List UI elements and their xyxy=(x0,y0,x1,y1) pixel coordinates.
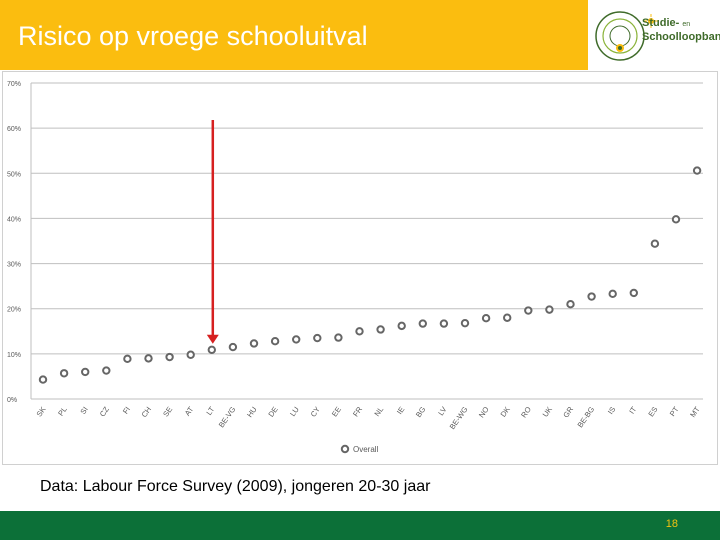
logo xyxy=(588,0,720,70)
x-tick-label: SE xyxy=(161,405,174,418)
data-point xyxy=(376,325,385,334)
data-point xyxy=(355,327,364,336)
data-point xyxy=(460,318,470,328)
x-tick-label: RO xyxy=(519,405,533,420)
x-tick-label: NO xyxy=(477,405,491,420)
data-point xyxy=(59,369,69,378)
x-tick-label: DE xyxy=(266,405,279,419)
data-point xyxy=(566,300,575,309)
data-point xyxy=(418,319,427,328)
data-point xyxy=(481,313,491,323)
x-tick-label: BE-VG xyxy=(217,405,238,429)
x-tick-label: SI xyxy=(78,405,89,416)
data-point xyxy=(123,354,132,364)
x-tick-label: IS xyxy=(606,405,617,416)
data-point xyxy=(587,292,596,301)
chart-frame: 0% 10% 20% 30% 40% 50% 60% 70% SK PL SI CZ FI CH SE AT L… xyxy=(2,71,718,465)
sun-icon xyxy=(644,14,658,28)
logo-line1-main: Studie- xyxy=(642,17,680,29)
data-point xyxy=(270,337,280,346)
slide-title: Risico op vroege schooluitval xyxy=(18,21,368,51)
x-tick-label: FI xyxy=(121,405,132,416)
source-note: Data: Labour Force Survey (2009), jonger… xyxy=(40,478,431,495)
data-point xyxy=(650,239,660,248)
title-bar: Risico op vroege schooluitval xyxy=(0,0,588,70)
data-point xyxy=(38,375,48,384)
x-tick-label: HU xyxy=(245,405,259,419)
scatter-chart: 0% 10% 20% 30% 40% 50% 60% 70% SK PL SI CZ FI CH SE AT L… xyxy=(7,81,703,454)
x-tick-label: MT xyxy=(688,405,702,419)
logo-emblem-icon xyxy=(595,11,645,61)
data-point xyxy=(81,367,90,377)
x-tick-label: GR xyxy=(561,405,575,420)
y-tick-label: 10% xyxy=(7,352,21,359)
data-point xyxy=(629,288,638,298)
y-tick-label: 40% xyxy=(7,216,21,223)
x-tick-label: CY xyxy=(309,405,322,419)
data-point xyxy=(313,333,322,343)
x-tick-label: CH xyxy=(140,405,154,419)
y-tick-label: 60% xyxy=(7,126,21,133)
data-point xyxy=(228,342,238,352)
data-point xyxy=(692,166,702,175)
legend-marker xyxy=(340,444,350,454)
x-tick-label: LU xyxy=(288,405,301,418)
footer-bar: 18 xyxy=(0,511,720,540)
x-tick-label: BE-BG xyxy=(575,405,596,429)
x-tick-label: CZ xyxy=(98,405,111,419)
x-tick-label: IE xyxy=(395,405,406,416)
x-tick-label: SK xyxy=(35,405,48,418)
x-tick-label: PL xyxy=(56,405,69,418)
data-point xyxy=(545,305,554,314)
y-tick-label: 0% xyxy=(7,397,17,404)
arrow-head-icon xyxy=(206,334,219,344)
x-tick-label: ES xyxy=(646,405,659,418)
data-point xyxy=(439,319,449,328)
x-tick-label: NL xyxy=(372,405,385,418)
y-tick-label: 30% xyxy=(7,262,21,269)
legend-label: Overall xyxy=(353,445,379,454)
logo-line1-small: en xyxy=(682,21,691,28)
x-tick-label: PT xyxy=(668,405,681,418)
data-point xyxy=(524,306,533,315)
x-tick-label: FR xyxy=(351,405,364,419)
data-point xyxy=(186,350,195,359)
y-tick-label: 20% xyxy=(7,307,21,314)
x-tick-label: LT xyxy=(204,405,216,417)
data-point xyxy=(165,352,174,362)
data-point xyxy=(207,345,217,354)
x-tick-label: AT xyxy=(183,405,196,418)
x-tick-label: EE xyxy=(330,405,343,418)
page-number: 18 xyxy=(665,518,678,530)
data-point xyxy=(102,366,111,375)
logo-line2: Schoolloopbanen xyxy=(642,31,720,43)
data-point xyxy=(292,335,301,344)
x-tick-label: LV xyxy=(436,405,448,417)
logo-text: Studie- en Schoolloopbanen xyxy=(642,17,720,43)
data-point xyxy=(144,354,153,363)
x-tick-label: BE-WG xyxy=(448,405,470,431)
x-tick-label: IT xyxy=(627,405,638,416)
data-point xyxy=(397,321,406,331)
x-tick-label: DK xyxy=(498,405,511,419)
data-point xyxy=(249,339,259,348)
data-point xyxy=(671,215,681,224)
data-point xyxy=(608,289,617,299)
y-tick-label: 50% xyxy=(7,171,21,178)
data-point xyxy=(503,313,512,322)
x-tick-label: UK xyxy=(541,405,554,419)
y-tick-label: 70% xyxy=(7,81,21,88)
x-tick-label: BG xyxy=(414,405,428,419)
data-point xyxy=(334,333,343,342)
